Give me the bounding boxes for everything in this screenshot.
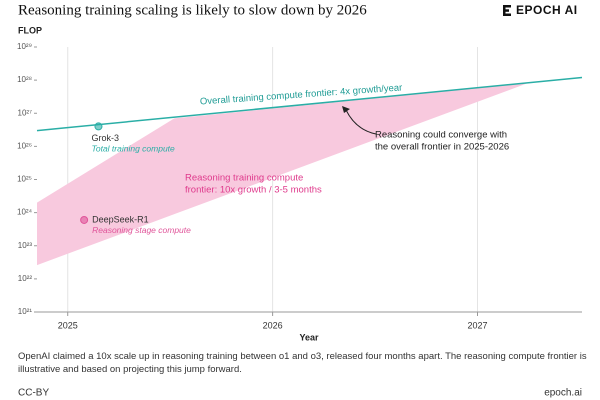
annotation: Reasoning training compute — [185, 173, 303, 184]
annotation: Reasoning could converge with — [375, 130, 507, 141]
x-axis-label: Year — [299, 332, 319, 342]
point-note: Total training compute — [91, 144, 175, 154]
point-label: DeepSeek-R1 — [92, 214, 149, 224]
footnote: OpenAI claimed a 10x scale up in reasoni… — [18, 351, 587, 375]
point — [94, 122, 103, 131]
plot: 2025 2026 2027 10²¹ 10²² 10²³ 10²⁴ 10²⁵ 10²⁶ 10²⁷… — [17, 42, 583, 330]
point-note: Reasoning stage compute — [92, 225, 191, 235]
arrow-head — [342, 106, 350, 113]
y-tick-label: 10²⁷ — [18, 108, 33, 117]
license: CC-BY — [18, 388, 49, 399]
y-axis-label: FLOP — [18, 25, 42, 35]
y-tick-label: 10²¹ — [18, 307, 33, 316]
y-tick-label: 10²⁹ — [17, 42, 32, 51]
band-area — [37, 82, 529, 266]
line — [36, 76, 583, 132]
y-tick-label: 10²³ — [18, 241, 33, 250]
annotation: frontier: 10x growth / 3-5 months — [185, 185, 322, 196]
x-tick-label: 2025 — [58, 320, 78, 330]
arrow — [345, 109, 377, 135]
x-tick-label: 2027 — [467, 320, 487, 330]
y-tick-label: 10²⁴ — [17, 208, 33, 217]
brand: EPOCH AI — [516, 3, 578, 17]
site: epoch.ai — [544, 388, 582, 399]
point-label: Grok-3 — [91, 133, 119, 143]
x-tick-label: 2026 — [263, 320, 283, 330]
y-tick-label: 10²² — [18, 274, 33, 283]
annotation: the overall frontier in 2025-2026 — [375, 142, 509, 153]
y-tick-label: 10²⁸ — [17, 75, 32, 84]
point — [80, 215, 89, 224]
brand-logo — [503, 5, 511, 16]
y-tick-label: 10²⁶ — [17, 141, 32, 150]
chart-title: Reasoning training scaling is likely to … — [18, 2, 367, 18]
y-tick-label: 10²⁵ — [17, 175, 32, 184]
